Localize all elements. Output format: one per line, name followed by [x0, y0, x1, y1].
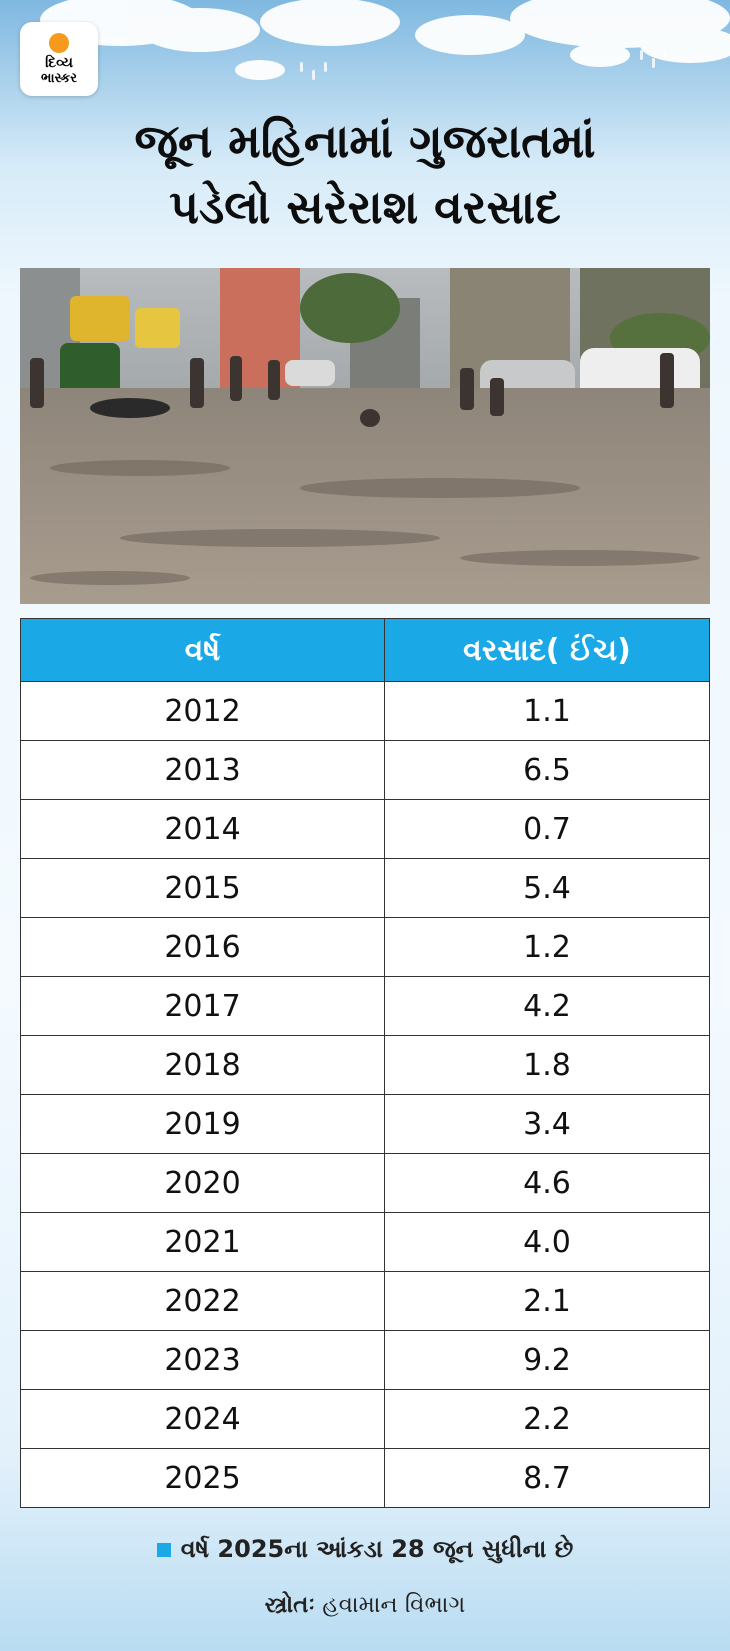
table-row: 2015 5.4 — [20, 858, 710, 918]
table-header-row: વર્ષ વરસાદ( ઈંચ) — [20, 618, 710, 682]
footnote-text: વર્ષ 2025ના આંકડા 28 જૂન સુધીના છે — [180, 1535, 574, 1563]
rainfall-cell: 2.1 — [384, 1271, 710, 1331]
rainfall-cell: 8.7 — [384, 1448, 710, 1508]
table-row: 2021 4.0 — [20, 1212, 710, 1272]
year-cell: 2021 — [20, 1212, 385, 1272]
rainfall-table: વર્ષ વરસાદ( ઈંચ) 2012 1.1 2013 6.5 2014 0.7… — [20, 618, 710, 1508]
rainfall-cell: 6.5 — [384, 740, 710, 800]
logo-text-line1: દિવ્ય — [45, 54, 73, 71]
title-line1: જૂન મહિનામાં ગુજરાતમાં — [134, 114, 596, 168]
year-cell: 2020 — [20, 1153, 385, 1213]
year-cell: 2016 — [20, 917, 385, 977]
rainfall-cell: 0.7 — [384, 799, 710, 859]
year-cell: 2023 — [20, 1330, 385, 1390]
rainfall-cell: 2.2 — [384, 1389, 710, 1449]
header-year: વર્ષ — [20, 618, 385, 682]
bullet-square-icon — [156, 1543, 171, 1557]
year-cell: 2022 — [20, 1271, 385, 1331]
header-rainfall: વરસાદ( ઈંચ) — [384, 618, 710, 682]
year-cell: 2018 — [20, 1035, 385, 1095]
logo-text-line2: ભાસ્કર — [41, 70, 77, 86]
table-row: 2016 1.2 — [20, 917, 710, 977]
year-cell: 2025 — [20, 1448, 385, 1508]
page-title: જૂન મહિનામાં ગુજરાતમાં પડેલો સરેરાશ વરસા… — [0, 108, 730, 240]
divya-bhaskar-logo: દિવ્ય ભાસ્કર — [20, 22, 98, 96]
source-line: સ્ત્રોતઃ હવામાન વિભાગ — [0, 1592, 730, 1618]
table-row: 2020 4.6 — [20, 1153, 710, 1213]
rainfall-cell: 4.6 — [384, 1153, 710, 1213]
title-line2: પડેલો સરેરાશ વરસાદ — [169, 180, 561, 234]
table-row: 2018 1.8 — [20, 1035, 710, 1095]
table-row: 2017 4.2 — [20, 976, 710, 1036]
year-cell: 2024 — [20, 1389, 385, 1449]
table-row: 2025 8.7 — [20, 1448, 710, 1508]
year-cell: 2014 — [20, 799, 385, 859]
year-cell: 2015 — [20, 858, 385, 918]
source-label: સ્ત્રોતઃ — [264, 1592, 315, 1618]
rainfall-cell: 1.1 — [384, 681, 710, 741]
rainfall-cell: 5.4 — [384, 858, 710, 918]
table-row: 2013 6.5 — [20, 740, 710, 800]
year-cell: 2017 — [20, 976, 385, 1036]
year-cell: 2013 — [20, 740, 385, 800]
flood-photo — [20, 268, 710, 604]
rainfall-cell: 1.8 — [384, 1035, 710, 1095]
rainfall-cell: 4.0 — [384, 1212, 710, 1272]
sun-icon — [49, 32, 69, 53]
table-row: 2023 9.2 — [20, 1330, 710, 1390]
table-row: 2022 2.1 — [20, 1271, 710, 1331]
rainfall-cell: 1.2 — [384, 917, 710, 977]
source-value: હવામાન વિભાગ — [322, 1592, 466, 1618]
rainfall-cell: 3.4 — [384, 1094, 710, 1154]
table-row: 2012 1.1 — [20, 681, 710, 741]
table-row: 2024 2.2 — [20, 1389, 710, 1449]
year-cell: 2012 — [20, 681, 385, 741]
table-row: 2019 3.4 — [20, 1094, 710, 1154]
rainfall-cell: 9.2 — [384, 1330, 710, 1390]
rainfall-cell: 4.2 — [384, 976, 710, 1036]
table-row: 2014 0.7 — [20, 799, 710, 859]
year-cell: 2019 — [20, 1094, 385, 1154]
footnote: વર્ષ 2025ના આંકડા 28 જૂન સુધીના છે — [0, 1535, 730, 1563]
